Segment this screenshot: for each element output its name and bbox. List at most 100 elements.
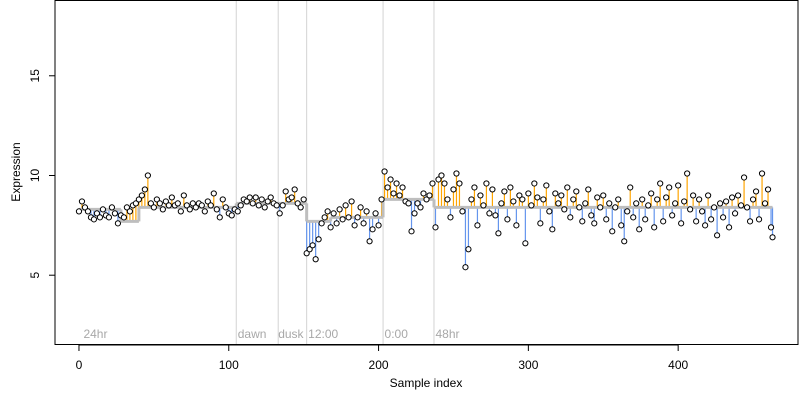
data-point xyxy=(288,194,295,201)
data-point xyxy=(201,208,208,215)
data-point xyxy=(333,220,340,227)
data-point xyxy=(720,214,727,221)
data-point xyxy=(630,214,637,221)
data-point xyxy=(639,196,646,203)
phase-label-5: 48hr xyxy=(435,327,459,341)
data-point xyxy=(669,212,676,219)
data-point xyxy=(309,242,316,249)
data-point xyxy=(414,200,421,207)
x-axis-title: Sample index xyxy=(390,376,463,390)
data-point xyxy=(678,220,685,227)
data-point xyxy=(312,256,319,263)
data-point xyxy=(168,194,175,201)
data-point xyxy=(456,180,463,187)
phase-label-1: dawn xyxy=(238,327,267,341)
data-point xyxy=(672,200,679,207)
data-point xyxy=(84,208,92,215)
data-point xyxy=(291,186,298,193)
data-point xyxy=(435,176,442,183)
data-point xyxy=(90,216,98,223)
data-point xyxy=(144,172,151,179)
data-point xyxy=(390,190,397,197)
data-point xyxy=(105,214,113,221)
data-point xyxy=(573,188,580,195)
data-point xyxy=(453,170,460,177)
data-point xyxy=(728,194,736,201)
data-point xyxy=(255,202,262,209)
data-point xyxy=(297,204,304,211)
data-point xyxy=(489,186,496,193)
data-point xyxy=(764,186,772,193)
data-point xyxy=(600,192,607,199)
data-point xyxy=(432,224,439,231)
data-point xyxy=(525,190,532,197)
data-point xyxy=(609,228,616,235)
phase-label-2: dusk xyxy=(278,327,304,341)
data-point xyxy=(627,184,634,191)
data-point xyxy=(348,198,355,205)
data-point xyxy=(486,210,493,217)
x-axis: 0 100 200 300 400 xyxy=(76,344,688,372)
data-point xyxy=(315,236,322,243)
data-point xyxy=(189,200,196,207)
y-axis-title: Expression xyxy=(9,142,23,201)
data-point xyxy=(408,228,415,235)
data-point xyxy=(528,202,535,209)
data-point xyxy=(522,240,529,247)
data-point xyxy=(684,170,691,177)
data-point xyxy=(450,186,457,193)
data-point xyxy=(138,192,145,199)
y-tick-label: 15 xyxy=(28,69,42,83)
data-point xyxy=(114,220,122,227)
data-point xyxy=(743,204,751,211)
data-point xyxy=(165,202,172,209)
data-point xyxy=(711,204,718,211)
data-point xyxy=(755,216,763,223)
data-point xyxy=(714,232,721,239)
data-point xyxy=(120,214,128,221)
data-point xyxy=(261,204,268,211)
data-point xyxy=(483,180,490,187)
data-point xyxy=(234,208,241,215)
data-point xyxy=(318,220,325,227)
data-point xyxy=(731,210,739,217)
data-point xyxy=(645,202,652,209)
data-point xyxy=(687,206,694,213)
data-point xyxy=(657,180,664,187)
data-point xyxy=(462,264,469,271)
data-point xyxy=(549,226,556,233)
data-point xyxy=(531,180,538,187)
data-point xyxy=(585,186,592,193)
data-point xyxy=(141,186,148,193)
data-point xyxy=(690,192,697,199)
data-point xyxy=(552,190,559,197)
data-point xyxy=(384,184,391,191)
phase-label-0: 24hr xyxy=(83,327,107,341)
phase-labels: 24hr dawn dusk 12:00 0:00 48hr xyxy=(83,327,459,341)
data-point xyxy=(417,204,424,211)
data-point xyxy=(366,238,373,245)
data-point xyxy=(381,168,388,175)
data-point xyxy=(642,216,649,223)
data-point xyxy=(216,214,223,221)
data-point xyxy=(99,206,107,213)
data-point xyxy=(159,206,166,213)
data-point xyxy=(156,200,163,207)
data-point xyxy=(294,200,301,207)
data-point xyxy=(444,196,451,203)
data-point xyxy=(740,174,748,181)
data-point xyxy=(561,206,568,213)
data-point xyxy=(594,194,601,201)
data-point xyxy=(243,198,250,205)
data-point xyxy=(648,190,655,197)
data-point xyxy=(228,212,235,219)
data-point xyxy=(162,198,169,205)
data-point xyxy=(279,202,286,209)
data-point xyxy=(705,192,712,199)
data-point xyxy=(465,246,472,253)
data-point xyxy=(78,198,86,205)
data-point xyxy=(123,204,131,211)
data-point xyxy=(153,196,160,203)
data-point xyxy=(357,204,364,211)
data-point xyxy=(543,182,550,189)
